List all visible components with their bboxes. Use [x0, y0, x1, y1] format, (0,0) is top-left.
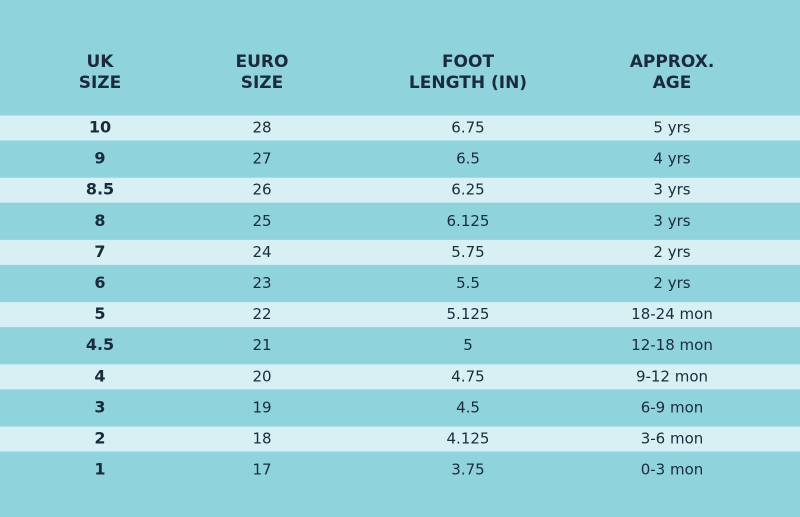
cell: 4 [94, 366, 105, 385]
cell: 5.125 [447, 305, 490, 323]
cell: 26 [252, 181, 271, 199]
cell: 3.75 [451, 461, 484, 479]
cell: 18-24 mon [631, 305, 713, 323]
cell: 0-3 mon [641, 461, 704, 479]
row-band [0, 364, 800, 390]
cell: 4.5 [86, 335, 114, 354]
cell: 6-9 mon [641, 398, 704, 416]
column-header: EURO [236, 52, 289, 72]
cell: 10 [89, 118, 111, 137]
cell: 9 [94, 149, 105, 168]
cell: 5 yrs [653, 119, 690, 137]
cell: 6.75 [451, 119, 484, 137]
column-header: AGE [653, 73, 692, 93]
cell: 5 [463, 336, 473, 354]
cell: 2 yrs [653, 243, 690, 261]
cell: 6.5 [456, 150, 480, 168]
cell: 18 [252, 430, 271, 448]
cell: 4 yrs [653, 150, 690, 168]
cell: 3 yrs [653, 212, 690, 230]
cell: 24 [252, 243, 271, 261]
cell: 25 [252, 212, 271, 230]
cell: 6 [94, 273, 105, 292]
column-header: UK [87, 52, 115, 72]
cell: 12-18 mon [631, 336, 713, 354]
cell: 1 [94, 460, 105, 479]
cell: 9-12 mon [636, 367, 708, 385]
cell: 27 [252, 150, 271, 168]
row-band [0, 302, 800, 328]
row-band [0, 177, 800, 203]
row-band [0, 239, 800, 265]
cell: 17 [252, 461, 271, 479]
cell: 2 [94, 429, 105, 448]
row-band [0, 115, 800, 141]
column-header: FOOT [442, 52, 495, 72]
cell: 20 [252, 367, 271, 385]
cell: 6.125 [447, 212, 490, 230]
row-band [0, 426, 800, 452]
cell: 3-6 mon [641, 430, 704, 448]
cell: 7 [94, 242, 105, 261]
cell: 3 [94, 397, 105, 416]
column-header: SIZE [79, 73, 122, 93]
cell: 4.75 [451, 367, 484, 385]
cell: 28 [252, 119, 271, 137]
cell: 21 [252, 336, 271, 354]
cell: 5 [94, 304, 105, 323]
cell: 22 [252, 305, 271, 323]
cell: 5.5 [456, 274, 480, 292]
cell: 3 yrs [653, 181, 690, 199]
cell: 2 yrs [653, 274, 690, 292]
cell: 8.5 [86, 180, 114, 199]
cell: 23 [252, 274, 271, 292]
column-header: LENGTH (IN) [409, 73, 527, 93]
cell: 19 [252, 398, 271, 416]
cell: 8 [94, 211, 105, 230]
cell: 4.5 [456, 398, 480, 416]
cell: 5.75 [451, 243, 484, 261]
cell: 4.125 [447, 430, 490, 448]
column-header: APPROX. [630, 52, 715, 72]
column-header: SIZE [241, 73, 284, 93]
cell: 6.25 [451, 181, 484, 199]
